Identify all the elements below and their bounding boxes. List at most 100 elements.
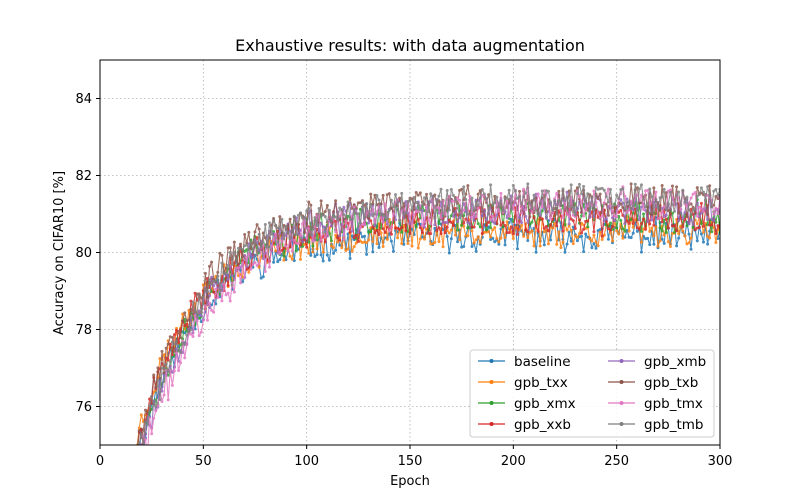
data-point bbox=[629, 207, 633, 211]
data-point bbox=[404, 211, 408, 215]
data-point bbox=[205, 295, 209, 299]
data-point bbox=[627, 208, 631, 212]
data-point bbox=[251, 262, 255, 266]
data-point bbox=[270, 244, 274, 248]
data-point bbox=[212, 277, 216, 281]
data-point bbox=[284, 225, 288, 229]
data-point bbox=[693, 207, 697, 211]
data-point bbox=[429, 192, 433, 196]
data-point bbox=[449, 187, 453, 191]
data-point bbox=[166, 358, 170, 362]
data-point bbox=[484, 223, 488, 227]
data-point bbox=[524, 228, 528, 232]
data-point bbox=[505, 220, 509, 224]
data-point bbox=[249, 267, 253, 271]
data-point bbox=[174, 326, 178, 330]
data-point bbox=[644, 227, 648, 231]
data-point bbox=[520, 221, 524, 225]
data-point bbox=[549, 200, 553, 204]
data-point bbox=[687, 222, 691, 226]
data-point bbox=[166, 373, 170, 377]
data-point bbox=[234, 261, 238, 265]
data-point bbox=[181, 319, 185, 323]
data-point bbox=[472, 212, 476, 216]
data-point bbox=[685, 195, 689, 199]
data-point bbox=[418, 208, 422, 212]
data-point bbox=[551, 208, 555, 212]
data-point bbox=[408, 231, 412, 235]
data-point bbox=[493, 226, 497, 230]
legend-marker-gpb_xmx bbox=[489, 401, 494, 405]
data-point bbox=[451, 224, 455, 228]
data-point bbox=[321, 228, 325, 232]
data-point bbox=[387, 229, 391, 233]
data-point bbox=[453, 209, 457, 213]
data-point bbox=[191, 300, 195, 304]
data-point bbox=[625, 219, 629, 223]
data-point bbox=[189, 332, 193, 336]
y-tick-label: 84 bbox=[75, 92, 92, 107]
data-point bbox=[580, 192, 584, 196]
data-point bbox=[201, 295, 205, 299]
data-point bbox=[367, 217, 371, 221]
data-point bbox=[460, 214, 464, 218]
data-point bbox=[389, 198, 393, 202]
data-point bbox=[615, 215, 619, 219]
data-point bbox=[567, 189, 571, 193]
data-point bbox=[416, 202, 420, 205]
data-point bbox=[309, 203, 313, 207]
data-point bbox=[577, 182, 581, 186]
data-point bbox=[414, 225, 418, 229]
data-point bbox=[575, 207, 579, 211]
data-point bbox=[365, 252, 369, 256]
data-point bbox=[633, 182, 637, 186]
data-point bbox=[664, 217, 668, 221]
data-point bbox=[546, 229, 550, 233]
data-point bbox=[673, 209, 677, 213]
data-point bbox=[183, 324, 187, 328]
data-point bbox=[255, 223, 259, 227]
data-point bbox=[613, 219, 617, 223]
data-point bbox=[675, 193, 679, 197]
data-point bbox=[642, 212, 646, 216]
data-point bbox=[305, 209, 309, 213]
data-point bbox=[648, 229, 652, 233]
data-point bbox=[588, 215, 592, 219]
data-point bbox=[139, 433, 143, 437]
data-point bbox=[666, 226, 670, 230]
data-point bbox=[195, 311, 199, 315]
data-point bbox=[447, 218, 451, 222]
data-point bbox=[203, 271, 207, 275]
data-point bbox=[276, 260, 280, 264]
data-point bbox=[263, 270, 267, 273]
data-point bbox=[189, 328, 193, 332]
data-point bbox=[265, 245, 269, 249]
data-point bbox=[573, 227, 577, 231]
data-point bbox=[714, 232, 718, 236]
data-point bbox=[650, 195, 654, 199]
data-point bbox=[491, 214, 495, 218]
data-point bbox=[278, 225, 282, 229]
data-point bbox=[534, 208, 538, 212]
data-point bbox=[311, 244, 315, 248]
data-point bbox=[650, 218, 654, 222]
data-point bbox=[592, 242, 596, 246]
data-point bbox=[660, 229, 664, 233]
data-point bbox=[201, 318, 205, 322]
data-point bbox=[187, 330, 191, 334]
legend-marker-gpb_tmb bbox=[619, 422, 624, 426]
data-point bbox=[443, 204, 447, 208]
data-point bbox=[323, 225, 327, 229]
data-point bbox=[511, 236, 515, 240]
data-point bbox=[282, 246, 286, 250]
data-point bbox=[396, 236, 400, 240]
data-point bbox=[710, 230, 714, 234]
data-point bbox=[631, 221, 635, 225]
data-point bbox=[660, 237, 664, 241]
data-point bbox=[286, 230, 290, 234]
data-point bbox=[606, 200, 610, 204]
data-point bbox=[138, 464, 141, 467]
data-point bbox=[586, 219, 590, 223]
data-point bbox=[476, 235, 480, 239]
data-point bbox=[441, 214, 445, 218]
